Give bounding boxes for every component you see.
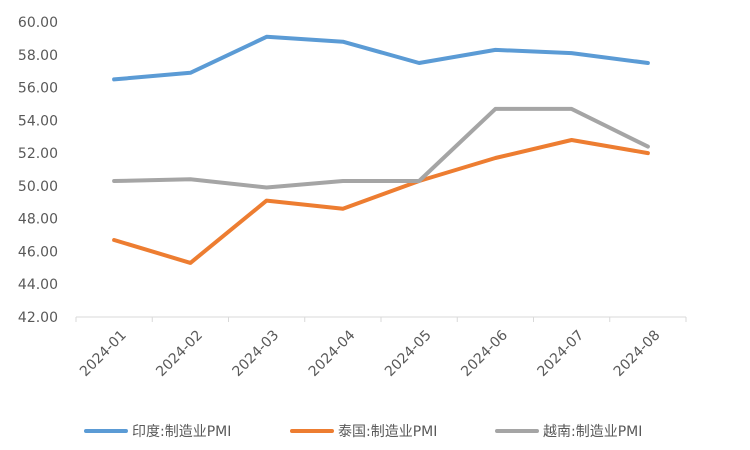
y-tick-label: 54.00 <box>18 113 58 129</box>
x-tick-label: 2024-08 <box>611 327 664 380</box>
y-tick-label: 60.00 <box>18 15 58 31</box>
y-axis-tick-labels: 42.00 44.00 46.00 48.00 50.00 52.00 54.00 56.00… <box>18 15 58 326</box>
legend-label: 越南:制造业PMI <box>543 424 642 440</box>
x-tick-label: 2024-03 <box>230 327 283 380</box>
legend-label: 泰国:制造业PMI <box>338 424 437 440</box>
x-tick-label: 2024-01 <box>77 327 130 380</box>
y-tick-label: 50.00 <box>18 179 58 195</box>
x-axis: 2024-01 2024-02 2024-03 2024-04 2024-05 2024-… <box>75 316 687 380</box>
legend-label: 印度:制造业PMI <box>132 424 231 440</box>
y-tick-label: 56.00 <box>18 81 58 97</box>
x-tick-label: 2024-02 <box>153 327 206 380</box>
x-tick-label: 2024-04 <box>306 327 359 380</box>
series-line-1 <box>112 138 650 265</box>
y-tick-label: 52.00 <box>18 146 58 162</box>
legend: 印度:制造业PMI 泰国:制造业PMI 越南:制造业PMI <box>84 424 642 440</box>
x-tick-label: 2024-06 <box>458 327 511 380</box>
series-lines <box>112 34 650 265</box>
series-line-2 <box>112 106 650 190</box>
y-tick-label: 48.00 <box>18 212 58 228</box>
x-tick-label: 2024-07 <box>535 327 588 380</box>
y-tick-label: 44.00 <box>18 277 58 293</box>
x-tick-label: 2024-05 <box>382 327 435 380</box>
series-line-0 <box>112 34 650 82</box>
y-tick-label: 46.00 <box>18 244 58 260</box>
y-tick-label: 42.00 <box>18 310 58 326</box>
y-tick-label: 58.00 <box>18 48 58 64</box>
